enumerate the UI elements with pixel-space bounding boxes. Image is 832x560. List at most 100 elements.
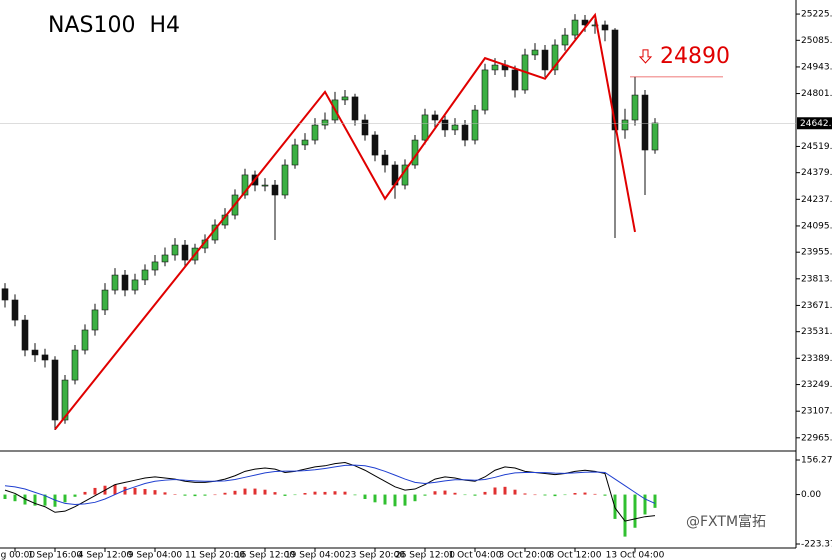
macd-bar <box>243 488 247 495</box>
zigzag-line <box>54 12 636 430</box>
candle-body <box>421 114 429 141</box>
watermark: @FXTM富拓 <box>686 513 766 530</box>
y-tick-label: 25225.0 <box>801 10 832 20</box>
macd-bar <box>83 491 87 495</box>
candle-body <box>11 299 19 321</box>
macd-bar <box>493 487 497 495</box>
macd-bar <box>513 489 517 495</box>
macd-bar <box>553 494 557 497</box>
x-tick-label: 3 Oct 20:00 <box>499 551 552 560</box>
candle-body <box>131 279 139 291</box>
macd-bar <box>223 492 227 495</box>
current-price-label: 24642.6 <box>800 119 832 129</box>
y-tick-label: 22965.0 <box>801 433 832 443</box>
candle-body <box>161 254 169 263</box>
y-tick-label: 23249.0 <box>801 380 832 390</box>
candle-body <box>301 139 309 146</box>
candle-body <box>621 119 629 131</box>
candle-body <box>351 96 359 121</box>
candle-body <box>441 119 449 131</box>
macd-bar <box>273 492 277 495</box>
candle-body <box>471 109 479 141</box>
candle-body <box>151 261 159 271</box>
candle-body <box>51 359 59 421</box>
macd-bar <box>163 492 167 495</box>
macd-bar <box>193 494 197 497</box>
y-tick-label: 24519.0 <box>801 142 832 152</box>
x-tick-label: 9 Sep 04:00 <box>128 551 183 560</box>
candle-body <box>601 24 609 31</box>
y-tick-label: 23107.0 <box>801 407 832 417</box>
level-label: 24890 <box>660 44 730 69</box>
macd-bar <box>453 492 457 495</box>
candle-body <box>481 69 489 111</box>
macd-line <box>4 464 656 506</box>
macd-bar <box>123 486 127 495</box>
x-tick-label: 1 Sep 16:00 <box>28 551 83 560</box>
macd-bar <box>483 491 487 495</box>
x-tick-label: 1 Oct 04:00 <box>449 551 502 560</box>
macd-bar <box>233 490 237 495</box>
macd-bar <box>473 494 477 496</box>
y-tick-label: 0.00 <box>801 490 821 500</box>
macd-bar <box>463 494 467 496</box>
candle-body <box>571 19 579 36</box>
candle-body <box>71 349 79 381</box>
candle-body <box>381 154 389 166</box>
candle-body <box>41 354 49 361</box>
candle-body <box>81 329 89 351</box>
macd-line <box>4 461 656 522</box>
y-tick-label: 24095.0 <box>801 221 832 231</box>
candle-body <box>461 124 469 141</box>
candle-body <box>61 379 69 421</box>
candle-body <box>91 309 99 331</box>
y-tick-label: 24379.0 <box>801 168 832 178</box>
candle-body <box>141 269 149 281</box>
candle-body <box>541 49 549 71</box>
candle-body <box>531 49 539 56</box>
macd-bar <box>213 494 217 496</box>
chart-title: NAS100 H4 <box>48 13 180 38</box>
macd-bar <box>53 494 57 507</box>
y-tick-label: 25085.0 <box>801 36 832 46</box>
macd-bar <box>593 493 597 495</box>
macd-bar <box>303 493 307 495</box>
macd-bar <box>403 494 407 506</box>
macd-bar <box>523 493 527 495</box>
macd-bar <box>423 494 427 496</box>
x-tick-label: 26 Sep 12:00 <box>395 551 455 560</box>
macd-bar <box>353 494 357 496</box>
candle-body <box>281 164 289 196</box>
macd-bar <box>313 491 317 495</box>
y-tick-label: 23389.0 <box>801 354 832 364</box>
candle-body <box>371 134 379 156</box>
macd-bar <box>533 494 537 496</box>
candle-body <box>361 119 369 136</box>
macd-bar <box>143 489 147 495</box>
macd-bar <box>383 494 387 505</box>
y-tick-label: -223.377 <box>801 539 832 549</box>
macd-bar <box>93 487 97 495</box>
macd-bar <box>543 494 547 496</box>
y-tick-label: 23671.0 <box>801 301 832 311</box>
macd-bar <box>203 494 207 496</box>
macd-bar <box>133 487 137 495</box>
macd-bar <box>23 494 27 505</box>
x-tick-label: 11 Sep 20:00 <box>185 551 245 560</box>
y-tick-label: 24943.0 <box>801 62 832 72</box>
macd-bar <box>13 494 17 502</box>
x-tick-label: 16 Sep 12:00 <box>235 551 295 560</box>
macd-bar <box>373 494 377 503</box>
macd-bar <box>63 494 67 503</box>
candle-body <box>311 124 319 141</box>
y-tick-label: 23813.0 <box>801 274 832 284</box>
macd-bar <box>173 494 177 495</box>
macd-bar <box>443 490 447 495</box>
macd-bar <box>113 484 117 495</box>
x-tick-label: 23 Sep 20:00 <box>345 551 405 560</box>
macd-bar <box>183 494 187 496</box>
macd-bar <box>573 493 577 495</box>
candle-body <box>171 244 179 256</box>
